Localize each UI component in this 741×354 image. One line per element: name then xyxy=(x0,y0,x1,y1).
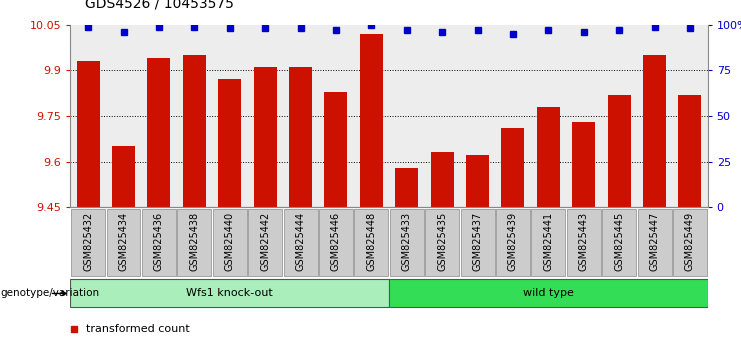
FancyBboxPatch shape xyxy=(213,209,247,276)
Text: GSM825447: GSM825447 xyxy=(650,211,659,271)
Bar xyxy=(325,92,348,207)
Text: GSM825438: GSM825438 xyxy=(189,211,199,271)
Bar xyxy=(672,25,708,207)
Text: Wfs1 knock-out: Wfs1 knock-out xyxy=(186,289,273,298)
Bar xyxy=(643,55,666,207)
Text: transformed count: transformed count xyxy=(86,324,190,335)
FancyBboxPatch shape xyxy=(248,209,282,276)
Bar xyxy=(466,155,489,207)
Bar xyxy=(283,25,318,207)
FancyBboxPatch shape xyxy=(70,279,389,308)
FancyBboxPatch shape xyxy=(461,209,494,276)
Bar xyxy=(389,25,425,207)
Bar xyxy=(608,95,631,207)
Text: GSM825444: GSM825444 xyxy=(296,211,305,271)
Text: GSM825441: GSM825441 xyxy=(543,211,554,271)
FancyBboxPatch shape xyxy=(177,209,211,276)
Bar xyxy=(425,25,460,207)
FancyBboxPatch shape xyxy=(673,209,707,276)
Bar xyxy=(637,25,672,207)
Text: GSM825439: GSM825439 xyxy=(508,211,518,271)
Text: GSM825432: GSM825432 xyxy=(83,211,93,271)
Bar xyxy=(76,61,99,207)
Bar xyxy=(602,25,637,207)
Bar xyxy=(431,152,453,207)
Bar xyxy=(566,25,602,207)
Text: GSM825440: GSM825440 xyxy=(225,211,235,271)
Text: GSM825436: GSM825436 xyxy=(154,211,164,271)
Bar xyxy=(572,122,595,207)
Text: GSM825435: GSM825435 xyxy=(437,211,447,271)
Text: GSM825446: GSM825446 xyxy=(331,211,341,271)
Bar xyxy=(495,25,531,207)
Bar xyxy=(70,25,106,207)
Text: GSM825448: GSM825448 xyxy=(366,211,376,271)
FancyBboxPatch shape xyxy=(71,209,105,276)
Bar xyxy=(147,58,170,207)
Bar xyxy=(183,55,206,207)
FancyBboxPatch shape xyxy=(496,209,530,276)
Bar xyxy=(218,79,242,207)
FancyBboxPatch shape xyxy=(637,209,671,276)
Bar xyxy=(106,25,142,207)
FancyBboxPatch shape xyxy=(354,209,388,276)
Bar xyxy=(176,25,212,207)
FancyBboxPatch shape xyxy=(389,279,708,308)
Bar xyxy=(318,25,353,207)
Bar xyxy=(502,128,525,207)
Text: GSM825433: GSM825433 xyxy=(402,211,412,271)
Text: GSM825445: GSM825445 xyxy=(614,211,624,271)
Bar xyxy=(360,34,383,207)
Text: wild type: wild type xyxy=(523,289,574,298)
Text: GSM825443: GSM825443 xyxy=(579,211,589,271)
Bar xyxy=(536,107,560,207)
Bar xyxy=(247,25,283,207)
Bar xyxy=(679,95,702,207)
FancyBboxPatch shape xyxy=(567,209,601,276)
FancyBboxPatch shape xyxy=(602,209,636,276)
Bar xyxy=(460,25,495,207)
FancyBboxPatch shape xyxy=(390,209,424,276)
FancyBboxPatch shape xyxy=(284,209,317,276)
Bar xyxy=(289,67,312,207)
FancyBboxPatch shape xyxy=(425,209,459,276)
Bar xyxy=(395,167,418,207)
Bar xyxy=(212,25,247,207)
FancyBboxPatch shape xyxy=(142,209,176,276)
Text: GSM825437: GSM825437 xyxy=(473,211,482,271)
Text: GDS4526 / 10453575: GDS4526 / 10453575 xyxy=(85,0,233,11)
Text: GSM825434: GSM825434 xyxy=(119,211,128,271)
Text: genotype/variation: genotype/variation xyxy=(0,289,99,298)
Text: GSM825442: GSM825442 xyxy=(260,211,270,271)
FancyBboxPatch shape xyxy=(107,209,141,276)
FancyBboxPatch shape xyxy=(319,209,353,276)
Bar xyxy=(112,146,135,207)
FancyBboxPatch shape xyxy=(531,209,565,276)
Text: GSM825449: GSM825449 xyxy=(685,211,695,271)
Bar xyxy=(142,25,176,207)
Bar xyxy=(531,25,566,207)
Bar xyxy=(353,25,389,207)
Bar xyxy=(253,67,276,207)
